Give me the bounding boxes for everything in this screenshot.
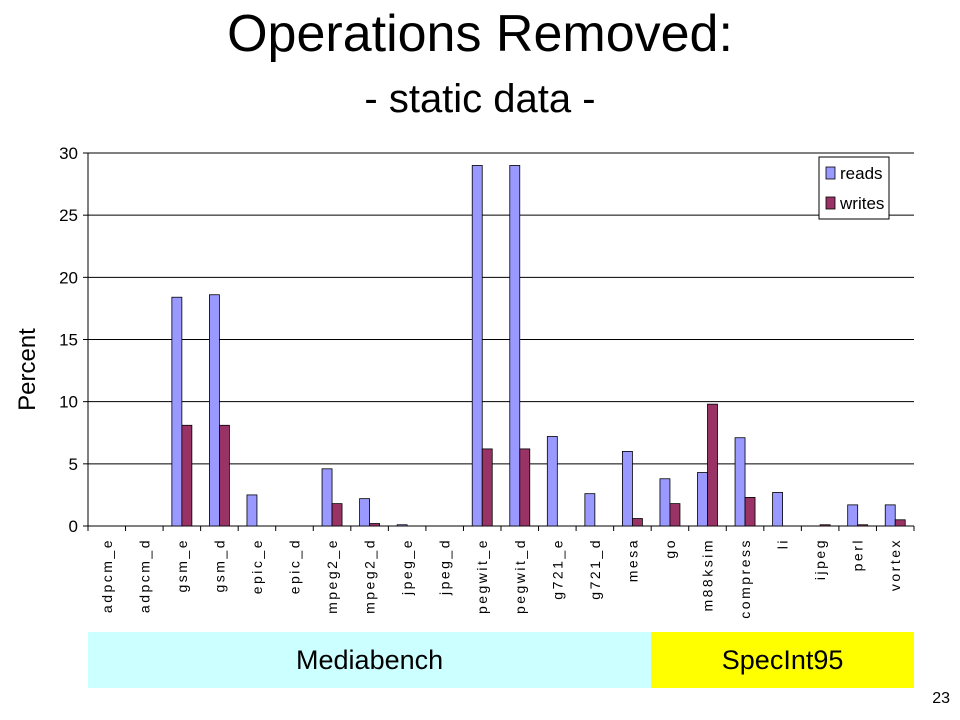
reads-bar: [584, 493, 596, 527]
reads-bar: [847, 504, 859, 527]
y-tick-label: 5: [69, 455, 78, 474]
writes-bar: [181, 424, 193, 527]
y-tick-label: 15: [59, 331, 78, 350]
x-category-label: jpeg_e: [399, 538, 415, 596]
x-category-label: g721_e: [549, 538, 565, 600]
slide-title: Operations Removed:: [227, 5, 733, 63]
x-category-label: gsm_e: [174, 538, 190, 593]
reads-bar: [321, 468, 333, 527]
page-number: 23: [932, 690, 950, 707]
y-axis-title: Percent: [14, 328, 41, 411]
x-category-label: m88ksim: [700, 538, 716, 612]
reads-bar: [546, 436, 558, 527]
writes-bar: [857, 524, 869, 527]
group-label-mediabench: Mediabench: [88, 632, 652, 688]
x-category-label: perl: [850, 538, 866, 571]
y-tick-label: 20: [59, 268, 78, 287]
legend-swatch-reads: [825, 166, 836, 180]
writes-bar: [744, 497, 756, 527]
reads-bar: [509, 165, 521, 527]
writes-bar: [669, 503, 681, 527]
x-category-label: vortex: [887, 538, 903, 591]
writes-bar: [331, 503, 343, 527]
reads-bar: [209, 294, 220, 527]
reads-bar: [396, 524, 408, 527]
y-tick-label: 0: [69, 517, 78, 536]
x-category-label: jpeg_d: [437, 538, 453, 596]
x-category-label: g721_d: [587, 538, 603, 600]
reads-bar: [734, 437, 746, 527]
writes-bar: [819, 524, 831, 527]
x-category-label: compress: [737, 538, 753, 619]
x-category-label: adpcm_e: [99, 538, 115, 613]
writes-bar: [219, 424, 230, 527]
reads-bar: [772, 492, 783, 527]
legend-label-reads: reads: [840, 164, 883, 183]
reads-bar: [622, 450, 633, 527]
group-label-specint95: SpecInt95: [651, 632, 914, 688]
writes-bar: [894, 519, 906, 527]
x-category-label: pegwit_e: [474, 538, 490, 614]
x-category-label: epic_e: [249, 538, 265, 594]
x-category-label: mesa: [624, 538, 640, 582]
x-category-label: epic_d: [287, 538, 303, 594]
reads-bar: [171, 296, 183, 527]
x-category-label: li: [775, 538, 791, 549]
reads-bar: [659, 478, 671, 527]
writes-bar: [519, 448, 531, 527]
y-tick-label: 30: [59, 144, 78, 163]
writes-bar: [369, 523, 380, 527]
writes-bar: [481, 448, 493, 527]
x-category-label: mpeg2_e: [324, 538, 340, 614]
legend-swatch-writes: [825, 196, 836, 210]
reads-bar: [359, 498, 370, 527]
x-category-label: mpeg2_d: [362, 538, 378, 614]
x-category-label: ijpeg: [812, 538, 828, 580]
slide-subtitle: - static data -: [364, 77, 596, 121]
x-category-label: pegwit_d: [512, 538, 528, 614]
reads-bar: [246, 494, 258, 527]
x-category-label: gsm_d: [211, 538, 227, 593]
x-category-label: go: [662, 538, 678, 559]
y-tick-label: 25: [59, 206, 78, 225]
benchmark-group-band: Mediabench SpecInt95: [88, 632, 914, 688]
writes-bar: [632, 518, 643, 527]
y-tick-label: 10: [59, 393, 78, 412]
legend-label-writes: writes: [839, 194, 884, 213]
reads-bar: [884, 504, 896, 527]
reads-bar: [697, 472, 708, 527]
reads-bar: [471, 165, 483, 527]
writes-bar: [707, 403, 718, 527]
x-category-label: adpcm_d: [136, 538, 152, 613]
